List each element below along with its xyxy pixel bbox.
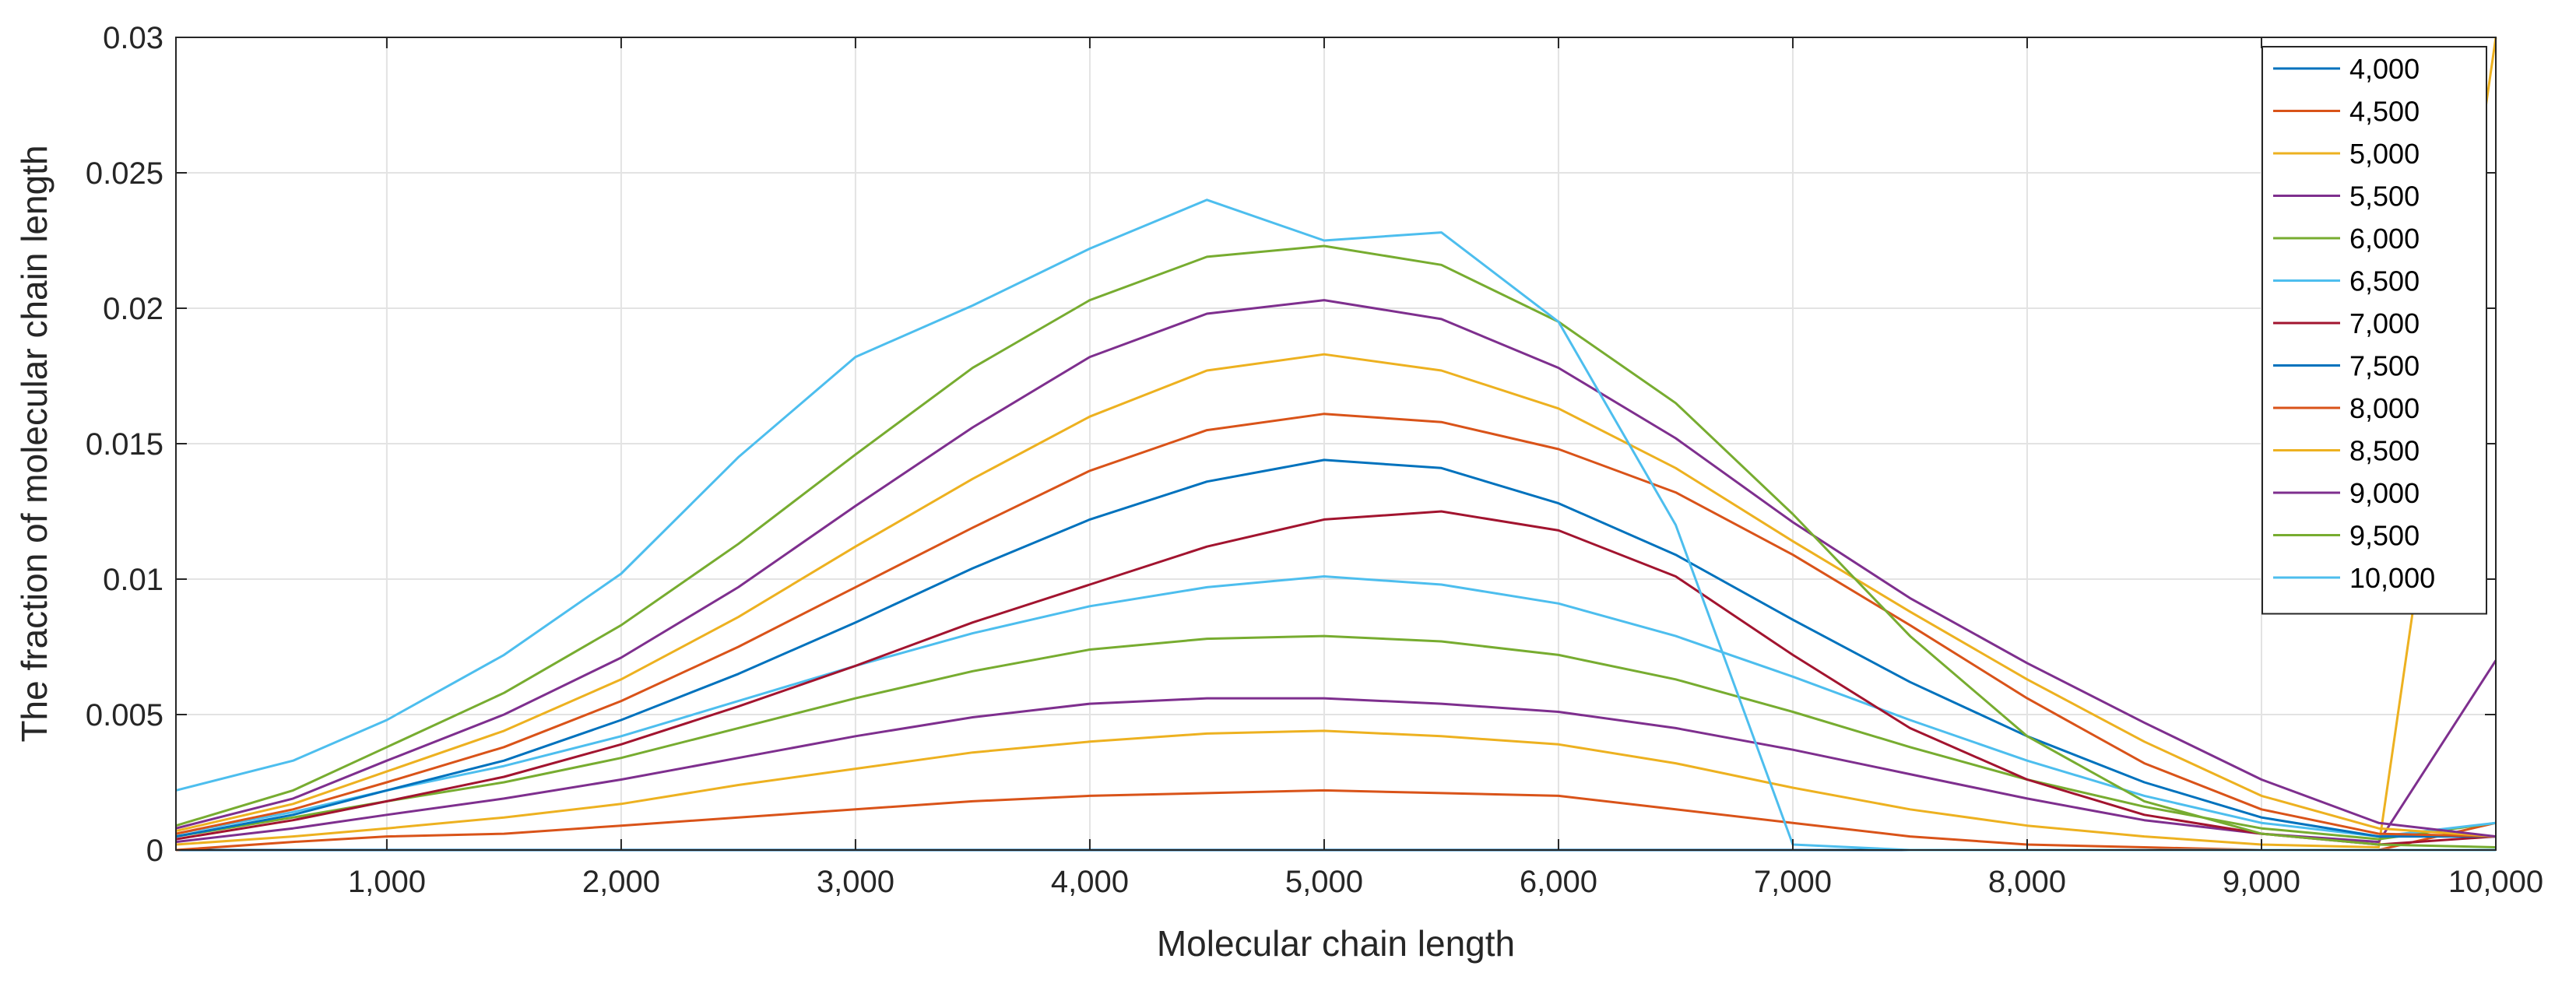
series-line-7500 bbox=[175, 458, 2496, 838]
legend-label: 9,000 bbox=[2349, 477, 2420, 509]
legend-label: 4,000 bbox=[2349, 53, 2420, 85]
y-tick-label: 0.03 bbox=[103, 21, 163, 55]
y-tick-labels: 0 0.005 0.01 0.015 0.02 0.025 0.03 bbox=[86, 21, 163, 868]
x-tick-label: 10,000 bbox=[2448, 865, 2543, 899]
x-tick-label: 2,000 bbox=[582, 865, 660, 899]
series-line-9500 bbox=[175, 244, 2497, 848]
axis-ticks bbox=[176, 37, 2497, 851]
series-line-6500 bbox=[175, 575, 2497, 838]
legend-label: 5,000 bbox=[2349, 138, 2420, 170]
y-axis-label: The fraction of molecular chain length bbox=[14, 145, 54, 742]
legend-label: 5,500 bbox=[2349, 181, 2420, 213]
y-tick-label: 0.005 bbox=[86, 698, 163, 732]
legend-label: 7,000 bbox=[2349, 307, 2420, 339]
series-line-7000 bbox=[175, 510, 2497, 846]
series-line-4500 bbox=[175, 789, 2497, 852]
x-tick-label: 5,000 bbox=[1285, 865, 1363, 899]
series-line-8500 bbox=[175, 353, 2497, 838]
series-line-8000 bbox=[175, 413, 2497, 838]
series-line-5000 bbox=[175, 37, 2497, 848]
legend-label: 9,500 bbox=[2349, 520, 2420, 552]
y-tick-label: 0.015 bbox=[86, 427, 163, 462]
x-tick-label: 8,000 bbox=[1988, 865, 2066, 899]
legend: 4,000 4,500 5,000 5,500 6,000 6,500 7,000 7,500… bbox=[2261, 46, 2487, 615]
x-tick-label: 3,000 bbox=[817, 865, 894, 899]
x-tick-label: 1,000 bbox=[348, 865, 426, 899]
y-tick-label: 0.02 bbox=[103, 292, 163, 326]
series-line-9000 bbox=[175, 299, 2497, 838]
series-line-6000 bbox=[175, 634, 2497, 841]
legend-label: 8,500 bbox=[2349, 435, 2420, 467]
legend-label: 10,000 bbox=[2349, 562, 2435, 594]
x-tick-label: 9,000 bbox=[2223, 865, 2300, 899]
x-tick-labels: 1,000 2,000 3,000 4,000 5,000 6,000 7,000 8,000… bbox=[348, 865, 2543, 899]
legend-label: 4,500 bbox=[2349, 96, 2420, 128]
series-line-5500 bbox=[175, 659, 2497, 844]
legend-label: 6,000 bbox=[2349, 223, 2420, 255]
x-tick-label: 4,000 bbox=[1051, 865, 1129, 899]
legend-label: 8,000 bbox=[2349, 392, 2420, 424]
x-tick-label: 6,000 bbox=[1520, 865, 1597, 899]
y-tick-label: 0 bbox=[146, 834, 163, 868]
y-tick-label: 0.01 bbox=[103, 563, 163, 597]
legend-label: 7,500 bbox=[2349, 350, 2420, 382]
legend-box bbox=[2261, 46, 2487, 615]
x-axis-label: Molecular chain length bbox=[1157, 923, 1515, 964]
x-tick-label: 7,000 bbox=[1754, 865, 1832, 899]
legend-label: 6,500 bbox=[2349, 265, 2420, 297]
y-tick-label: 0.025 bbox=[86, 156, 163, 191]
